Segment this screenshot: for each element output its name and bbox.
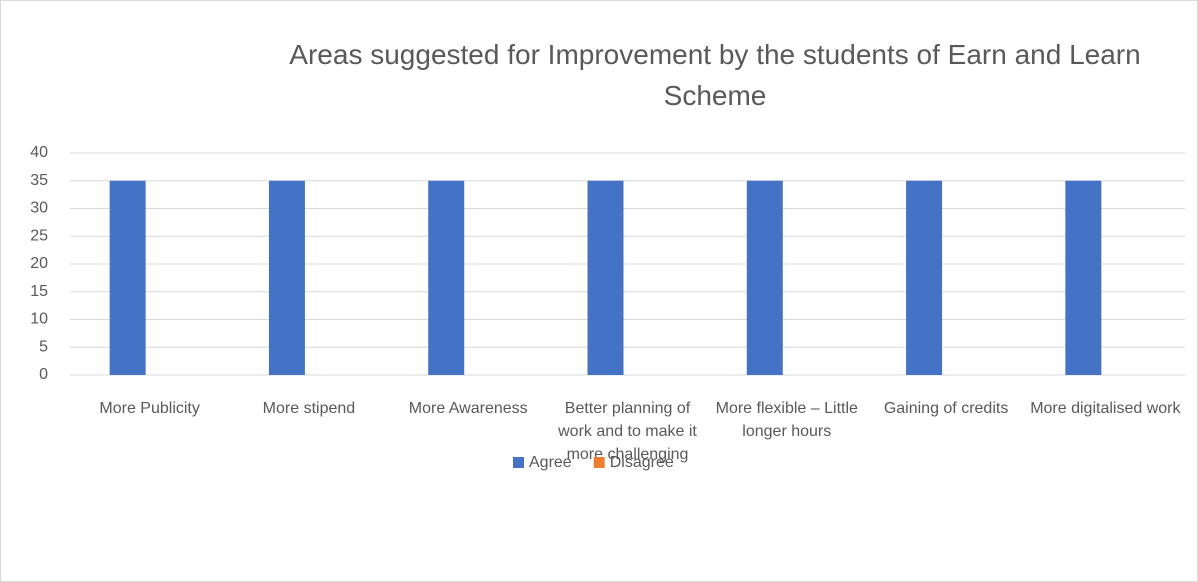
x-tick-label: Better planning of work and to make it mor… bbox=[557, 400, 697, 463]
x-tick-label: More Awareness bbox=[409, 400, 528, 417]
bar bbox=[587, 180, 624, 375]
bar bbox=[268, 180, 305, 375]
y-tick-label: 0 bbox=[39, 366, 48, 383]
chart-title: Areas suggested for Improvement by the s… bbox=[289, 39, 1140, 111]
y-tick-label: 35 bbox=[30, 172, 48, 189]
bar bbox=[428, 180, 465, 375]
y-tick-label: 15 bbox=[30, 283, 48, 300]
y-tick-label: 5 bbox=[39, 338, 48, 355]
x-tick-label: More flexible – Little longer hours bbox=[716, 400, 858, 440]
legend-swatch bbox=[513, 457, 524, 468]
y-tick-label: 20 bbox=[30, 255, 48, 272]
x-tick-label: Gaining of credits bbox=[884, 400, 1009, 417]
y-tick-label: 10 bbox=[30, 311, 48, 328]
legend-label: Disagree bbox=[610, 454, 674, 471]
legend-label: Agree bbox=[529, 454, 572, 471]
bar bbox=[1065, 180, 1102, 375]
x-tick-label: More digitalised work bbox=[1030, 400, 1181, 417]
y-tick-label: 30 bbox=[30, 200, 48, 217]
y-tick-label: 40 bbox=[30, 144, 48, 161]
legend-swatch bbox=[593, 457, 605, 468]
y-tick-label: 25 bbox=[30, 227, 48, 244]
x-tick-label: More stipend bbox=[263, 400, 356, 417]
bar bbox=[109, 180, 146, 375]
bar bbox=[906, 180, 943, 375]
bar bbox=[746, 180, 783, 375]
x-tick-label: More Publicity bbox=[99, 400, 199, 417]
